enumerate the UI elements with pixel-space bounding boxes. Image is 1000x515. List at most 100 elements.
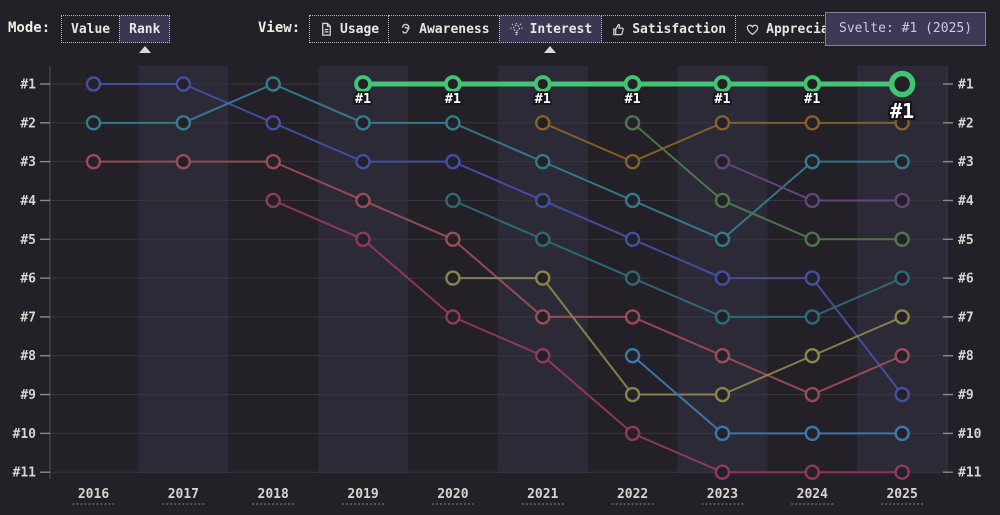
view-switch: Usage Awareness Interest (309, 15, 871, 53)
series-point[interactable] (624, 153, 641, 170)
rank-axis-label-left: #6 (20, 272, 36, 287)
series-point[interactable] (804, 192, 820, 209)
tooltip: Svelte: #1 (2025) (825, 12, 987, 46)
year-label[interactable]: 2024 (797, 487, 828, 502)
series-point[interactable] (535, 153, 551, 170)
mode-value-button[interactable]: Value (61, 15, 121, 43)
series-point[interactable] (894, 309, 910, 325)
series-point[interactable] (714, 425, 731, 442)
year-label[interactable]: 2022 (617, 487, 648, 502)
series-point[interactable] (445, 153, 461, 170)
series-point[interactable] (714, 386, 731, 403)
series-point[interactable] (894, 425, 910, 442)
year-label[interactable]: 2025 (886, 487, 917, 502)
year-label[interactable]: 2019 (347, 487, 378, 502)
series-point[interactable] (535, 115, 551, 131)
series-point[interactable] (894, 192, 910, 209)
rank-annotation: #1 (890, 99, 914, 123)
series-point[interactable] (175, 153, 192, 170)
series-point[interactable] (624, 231, 641, 247)
series-point[interactable] (445, 231, 461, 247)
series-point[interactable] (85, 115, 102, 131)
series-point[interactable] (535, 192, 551, 209)
series-point[interactable] (804, 270, 820, 286)
series-point[interactable] (894, 153, 910, 170)
series-point[interactable] (894, 348, 910, 364)
series-point[interactable] (445, 115, 461, 131)
year-label[interactable]: 2023 (707, 487, 738, 502)
view-interest-button[interactable]: Interest (498, 15, 603, 53)
rank-annotation: #1 (355, 91, 371, 107)
series-point[interactable] (355, 153, 371, 170)
series-point[interactable] (894, 386, 910, 403)
series-point[interactable] (355, 115, 371, 131)
series-point[interactable] (535, 231, 551, 247)
view-awareness-button[interactable]: Awareness (388, 15, 500, 43)
series-point[interactable] (804, 464, 820, 480)
series-point[interactable] (804, 425, 820, 442)
highlight-point[interactable] (443, 75, 462, 93)
mode-rank-button[interactable]: Rank (119, 15, 171, 53)
series-point[interactable] (804, 231, 820, 247)
year-label[interactable]: 2021 (527, 487, 558, 502)
series-point[interactable] (535, 270, 551, 286)
series-point[interactable] (445, 309, 461, 325)
series-point[interactable] (624, 386, 641, 403)
series-point[interactable] (265, 153, 281, 170)
highlight-point[interactable] (803, 75, 822, 93)
view-satisfaction-button[interactable]: Satisfaction (601, 15, 737, 43)
series-point[interactable] (804, 386, 820, 403)
year-label[interactable]: 2018 (258, 487, 289, 502)
year-label[interactable]: 2017 (168, 487, 199, 502)
series-point[interactable] (535, 348, 551, 364)
series-point[interactable] (624, 115, 641, 131)
series-point[interactable] (714, 153, 731, 170)
year-label[interactable]: 2016 (78, 487, 109, 502)
highlight-point[interactable] (533, 75, 552, 93)
thumbs-up-icon (611, 22, 626, 37)
view-usage-button[interactable]: Usage (309, 15, 390, 43)
series-point[interactable] (714, 309, 731, 325)
series-point[interactable] (894, 115, 910, 131)
series-point[interactable] (624, 425, 641, 442)
series-point[interactable] (265, 115, 281, 131)
series-point[interactable] (265, 76, 281, 92)
series-point[interactable] (535, 309, 551, 325)
series-point[interactable] (804, 115, 820, 131)
series-point[interactable] (175, 76, 192, 92)
series-point[interactable] (714, 348, 731, 364)
series-point[interactable] (265, 192, 281, 209)
heart-icon (745, 22, 760, 37)
rank-annotation: #1 (445, 91, 461, 107)
series-point[interactable] (355, 192, 371, 209)
highlight-point[interactable] (623, 75, 642, 93)
series-point[interactable] (355, 231, 371, 247)
caret-up-icon (544, 46, 557, 53)
series-point[interactable] (894, 270, 910, 286)
series-point[interactable] (445, 192, 461, 209)
highlight-point[interactable] (713, 75, 732, 93)
series-point[interactable] (714, 115, 731, 131)
series-point[interactable] (624, 348, 641, 364)
series-point[interactable] (624, 192, 641, 209)
year-label[interactable]: 2020 (437, 487, 468, 502)
series-point[interactable] (714, 464, 731, 480)
series-point[interactable] (804, 153, 820, 170)
series-point[interactable] (85, 76, 102, 92)
series-point[interactable] (85, 153, 102, 170)
series-point[interactable] (624, 309, 641, 325)
highlight-point[interactable] (888, 70, 916, 98)
series-point[interactable] (175, 115, 192, 131)
series-point[interactable] (714, 192, 731, 209)
series-point[interactable] (894, 231, 910, 247)
series-point[interactable] (445, 270, 461, 286)
series-point[interactable] (714, 270, 731, 286)
highlight-point[interactable] (354, 75, 372, 93)
rank-axis-label-right: #2 (958, 116, 974, 131)
series-point[interactable] (714, 231, 731, 247)
series-point[interactable] (804, 309, 820, 325)
series-point[interactable] (624, 270, 641, 286)
series-point[interactable] (804, 348, 820, 364)
series-point[interactable] (894, 464, 910, 480)
